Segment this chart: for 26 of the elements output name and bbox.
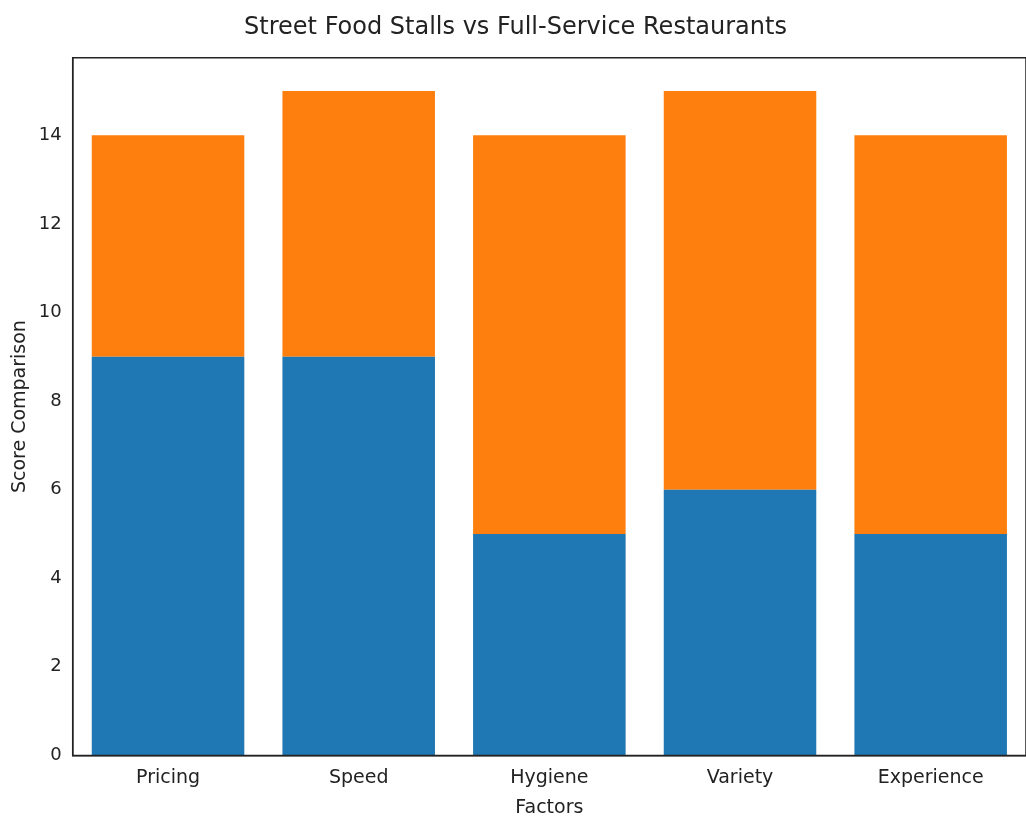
bar bbox=[663, 91, 817, 490]
y-tick-label: 10 bbox=[38, 300, 62, 322]
x-tick-label: Variety bbox=[706, 764, 774, 787]
bar bbox=[663, 489, 817, 756]
bar bbox=[854, 135, 1007, 534]
x-axis-title: Factors bbox=[515, 794, 584, 817]
x-tick-label: Hygiene bbox=[510, 764, 589, 787]
y-tick-label: 0 bbox=[50, 743, 62, 765]
bar bbox=[282, 356, 435, 756]
y-tick-label: 6 bbox=[50, 477, 62, 499]
bar bbox=[473, 135, 626, 534]
x-tick-label: Experience bbox=[877, 764, 984, 787]
bar bbox=[473, 533, 626, 756]
chart-title: Street Food Stalls vs Full-Service Restaurants bbox=[244, 11, 787, 40]
y-tick-label: 14 bbox=[38, 122, 62, 144]
x-tick-label: Speed bbox=[328, 764, 389, 787]
bar bbox=[91, 356, 245, 756]
bar bbox=[854, 533, 1007, 756]
y-axis-title: Score Comparison bbox=[7, 320, 30, 494]
y-tick-label: 2 bbox=[50, 654, 62, 676]
y-tick-label: 12 bbox=[38, 211, 62, 233]
bar bbox=[91, 135, 245, 357]
y-tick-label: 4 bbox=[50, 565, 62, 587]
bar bbox=[282, 91, 435, 357]
y-tick-label: 8 bbox=[50, 388, 62, 410]
x-tick-label: Pricing bbox=[136, 764, 201, 787]
